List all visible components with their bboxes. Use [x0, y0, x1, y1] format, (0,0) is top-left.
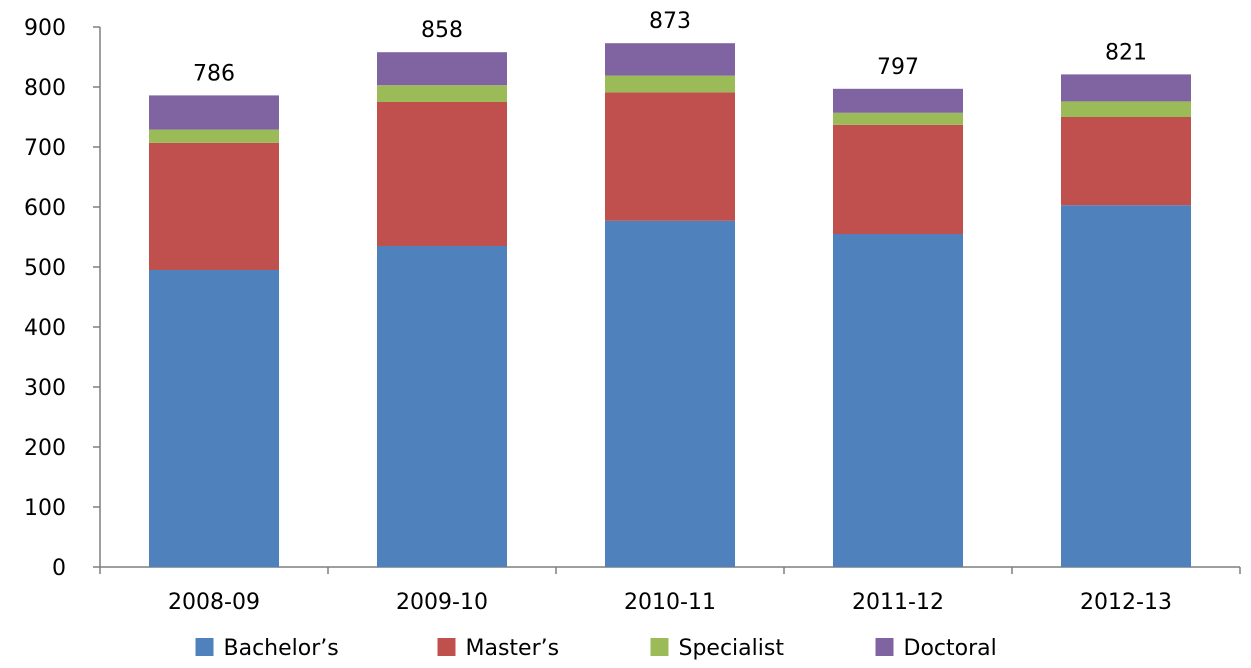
- total-data-label: 858: [421, 18, 463, 43]
- y-tick-label: 800: [24, 76, 66, 101]
- x-tick-label: 2012-13: [1080, 590, 1172, 615]
- bar-segment-bachelor-s-2008-09: [149, 270, 279, 567]
- bar-segment-bachelor-s-2012-13: [1061, 205, 1191, 567]
- bar-segment-master-s-2012-13: [1061, 117, 1191, 206]
- legend-label: Master’s: [466, 636, 560, 661]
- y-tick-label: 700: [24, 136, 66, 161]
- y-tick-label: 0: [52, 556, 66, 581]
- y-tick-label: 200: [24, 436, 66, 461]
- bar-segment-bachelor-s-2009-10: [377, 246, 507, 567]
- y-tick-label: 300: [24, 376, 66, 401]
- bar-segment-doctoral-2009-10: [377, 52, 507, 86]
- total-labels: 786 858 873 797 821: [193, 9, 1147, 86]
- legend-swatch: [875, 638, 894, 656]
- bar-segment-master-s-2010-11: [605, 92, 735, 221]
- total-data-label: 873: [649, 9, 691, 34]
- axes: 0 100 200 300 400 500 600 700 800 900 2008-09 2009-…: [24, 16, 1241, 615]
- x-tick-label: 2008-09: [168, 590, 260, 615]
- legend-label: Specialist: [679, 636, 785, 661]
- bar-segment-bachelor-s-2010-11: [605, 220, 735, 568]
- y-tick-label: 500: [24, 256, 66, 281]
- bar-segment-specialist-2010-11: [605, 75, 735, 93]
- bar-segment-specialist-2009-10: [377, 85, 507, 102]
- x-tick-label: 2010-11: [624, 590, 716, 615]
- y-tick-label: 900: [24, 16, 66, 41]
- x-tick-label: 2009-10: [396, 590, 488, 615]
- legend-swatch: [195, 638, 214, 656]
- total-data-label: 786: [193, 61, 235, 86]
- bar-segment-master-s-2011-12: [833, 124, 963, 234]
- bar-segment-specialist-2012-13: [1061, 101, 1191, 117]
- bar-segment-doctoral-2010-11: [605, 43, 735, 76]
- bar-segment-master-s-2009-10: [377, 102, 507, 246]
- bar-segment-specialist-2011-12: [833, 112, 963, 125]
- y-tick-label: 600: [24, 196, 66, 221]
- y-tick-label: 100: [24, 496, 66, 521]
- legend-swatch: [650, 638, 669, 656]
- bar-segment-master-s-2008-09: [149, 142, 279, 270]
- total-data-label: 797: [877, 55, 919, 80]
- bar-segment-doctoral-2008-09: [149, 95, 279, 130]
- total-data-label: 821: [1105, 40, 1147, 65]
- bars: [149, 43, 1191, 568]
- legend-label: Doctoral: [904, 636, 997, 661]
- bar-segment-specialist-2008-09: [149, 129, 279, 143]
- bar-segment-doctoral-2012-13: [1061, 74, 1191, 102]
- legend: Bachelor’s Master’s Specialist Doctoral: [195, 636, 997, 661]
- x-tick-label: 2011-12: [852, 590, 944, 615]
- y-tick-label: 400: [24, 316, 66, 341]
- legend-swatch: [437, 638, 456, 656]
- legend-label: Bachelor’s: [224, 636, 339, 661]
- bar-segment-doctoral-2011-12: [833, 88, 963, 113]
- bar-segment-bachelor-s-2011-12: [833, 234, 963, 567]
